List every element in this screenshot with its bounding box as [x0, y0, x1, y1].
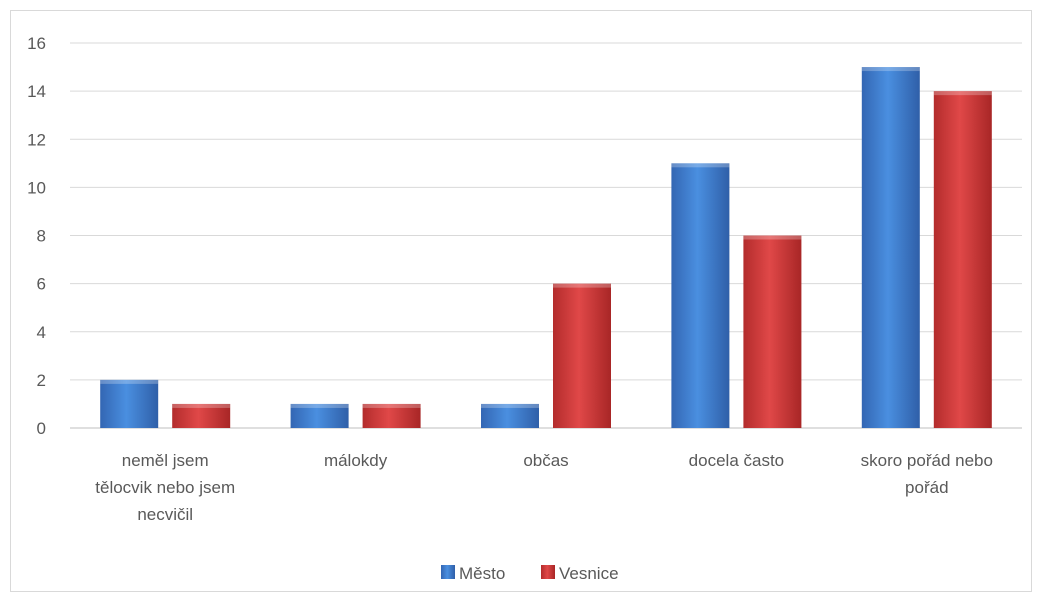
y-tick-label: 16: [27, 34, 46, 53]
x-tick-label: tělocvik nebo jsem: [95, 478, 235, 497]
y-tick-label: 4: [37, 323, 46, 342]
bar-mesto: [290, 403, 349, 428]
bar-vesnice: [553, 283, 611, 428]
bar-bevel: [481, 403, 539, 408]
x-tick-label: málokdy: [324, 451, 388, 470]
x-tick-label: neměl jsem: [122, 451, 209, 470]
y-tick-label: 2: [37, 371, 46, 390]
bar-vesnice: [172, 403, 231, 428]
bar-vesnice: [362, 403, 421, 428]
chart-frame: [10, 10, 1032, 592]
bar-bevel: [100, 379, 159, 384]
bar-bevel: [362, 403, 421, 408]
bar-bevel: [743, 235, 802, 240]
y-tick-label: 14: [27, 82, 46, 101]
bar-vesnice: [933, 91, 992, 428]
bar-bevel: [290, 403, 349, 408]
legend-label: Město: [459, 564, 505, 583]
y-tick-label: 0: [37, 419, 46, 438]
bar-mesto: [100, 379, 159, 428]
legend: Město Vesnice: [441, 564, 619, 583]
x-tick-label: občas: [523, 451, 568, 470]
y-tick-label: 8: [37, 227, 46, 246]
y-axis-ticks: 0 2 4 6 8 10 12 14 16: [27, 34, 46, 438]
legend-swatch: [441, 565, 455, 579]
bar-bevel: [172, 403, 231, 408]
bar-mesto: [671, 163, 730, 428]
bar-bevel: [553, 283, 611, 288]
legend-swatch: [541, 565, 555, 579]
x-tick-label: necvičil: [137, 505, 193, 524]
bar-mesto: [481, 403, 539, 428]
bar-bevel: [933, 91, 992, 96]
x-tick-label: docela často: [689, 451, 784, 470]
x-tick-label: pořád: [905, 478, 948, 497]
x-axis-labels: neměl jsem tělocvik nebo jsem necvičil málo…: [95, 451, 993, 524]
bar-mesto: [861, 67, 920, 428]
bar-bevel: [861, 67, 920, 72]
y-tick-label: 10: [27, 178, 46, 197]
legend-label: Vesnice: [559, 564, 619, 583]
bars: [100, 67, 992, 428]
y-tick-label: 6: [37, 275, 46, 294]
bar-bevel: [671, 163, 730, 168]
y-tick-label: 12: [27, 130, 46, 149]
x-tick-label: skoro pořád nebo: [861, 451, 993, 470]
bar-vesnice: [743, 235, 802, 428]
